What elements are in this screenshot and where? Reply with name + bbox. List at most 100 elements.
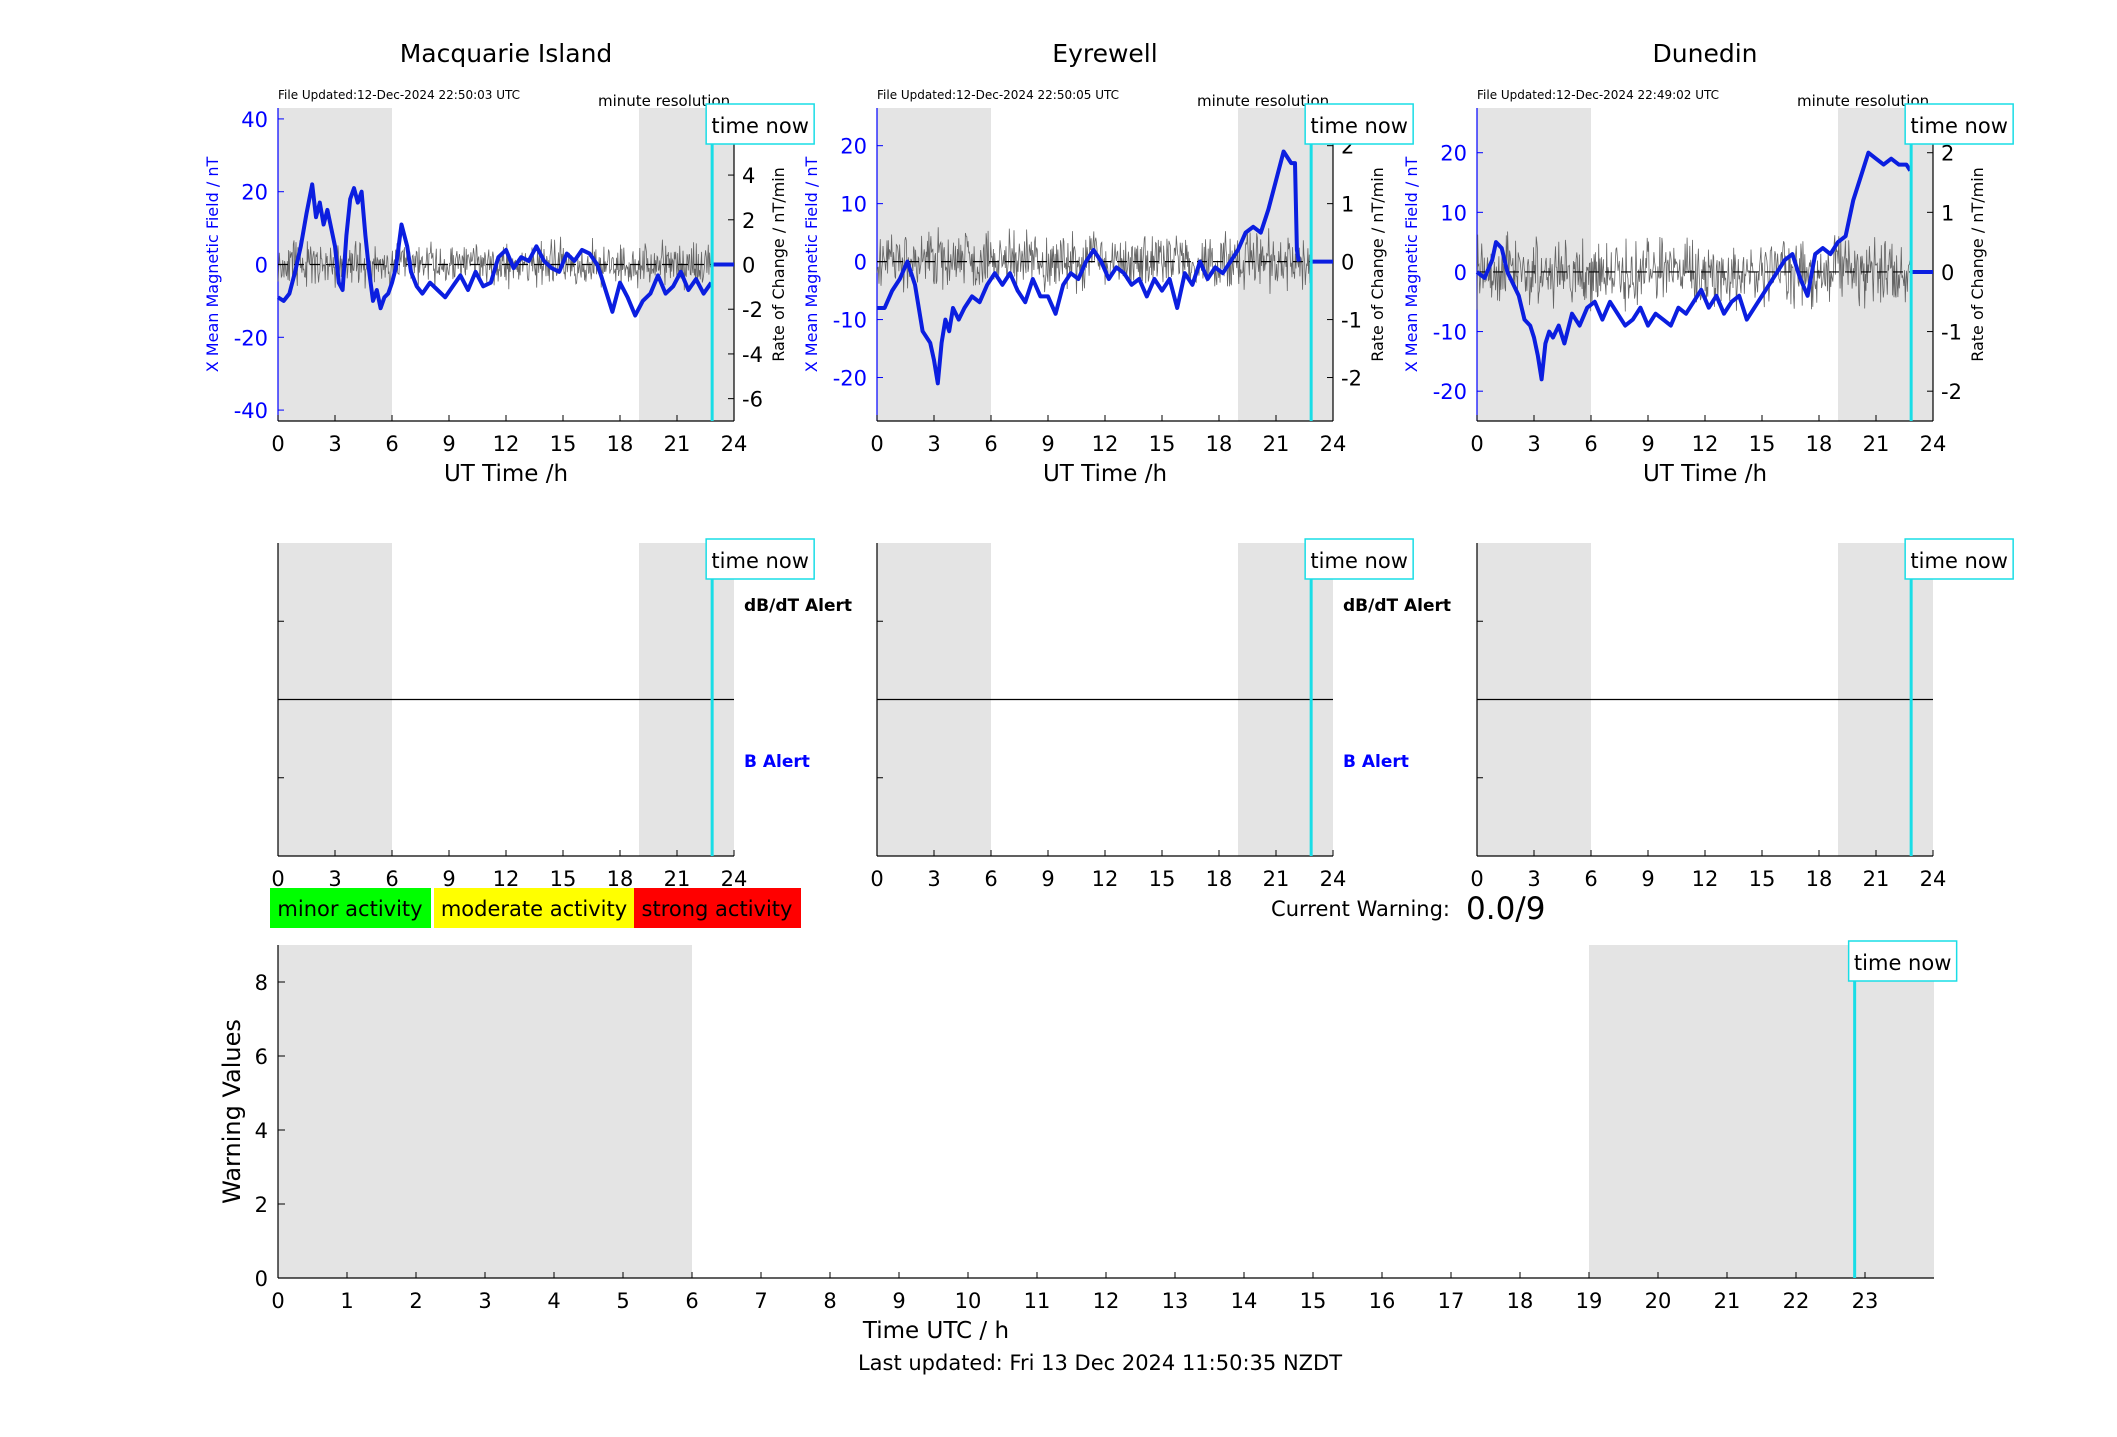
magnetic-field-series: [276, 182, 713, 318]
x-axis-label: UT Time /h: [444, 461, 568, 487]
night-shade-region: [1589, 945, 1934, 1278]
time-now-box: [1904, 538, 2014, 580]
x-tick-label: 9: [892, 1289, 905, 1313]
x-tick-label: 18: [607, 867, 634, 891]
magnetic-field-series: [877, 149, 1301, 386]
x-tick-label: 6: [984, 432, 997, 456]
y2-tick-label: -1: [1341, 309, 1362, 333]
x-tick-label: 5: [616, 1289, 629, 1313]
x-tick-label: 12: [1092, 432, 1119, 456]
x-tick-label: 15: [1149, 867, 1176, 891]
y-tick-label: 6: [255, 1045, 268, 1069]
x-tick-label: 15: [1149, 432, 1176, 456]
y-tick-label: 20: [1440, 142, 1467, 166]
legend-moderate-label: moderate activity: [441, 897, 627, 921]
night-shade-region: [278, 945, 692, 1278]
x-tick-label: 18: [1507, 1289, 1534, 1313]
x-tick-label: 22: [1783, 1289, 1810, 1313]
b-alert-label: B Alert: [744, 752, 810, 772]
time-now-box: [1304, 538, 1414, 580]
minute-resolution-text: minute resolution: [598, 92, 730, 110]
y-tick-label: -10: [833, 309, 867, 333]
x-tick-label: 24: [1320, 867, 1347, 891]
time-now-label: time now: [1854, 951, 1951, 975]
minute-resolution-text: minute resolution: [1797, 92, 1929, 110]
chart-title: Dunedin: [1653, 39, 1758, 68]
y-tick-label: 0: [854, 251, 867, 275]
current-warning-label: Current Warning:: [1271, 897, 1450, 921]
x-tick-label: 3: [478, 1289, 491, 1313]
x-tick-label: 21: [664, 432, 691, 456]
time-now-label: time now: [711, 549, 808, 573]
x-axis-label: UT Time /h: [1643, 461, 1767, 487]
x-axis-label: Time UTC / h: [862, 1318, 1009, 1344]
dbdt-alert-label: dB/dT Alert: [744, 596, 852, 616]
x-tick-label: 18: [1806, 867, 1833, 891]
legend-minor-swatch: [270, 888, 431, 928]
warning-values-chart: 0 1 2 3 4 5 6 7 8 9 10 11 12 13 14 15 16 17 18 19 20 21 22 2302…: [218, 940, 1958, 1344]
x-tick-label: 12: [1692, 867, 1719, 891]
x-tick-label: 24: [1320, 432, 1347, 456]
time-now-box: [1904, 103, 2014, 145]
x-tick-label: 9: [442, 867, 455, 891]
x-axis-label: UT Time /h: [1043, 461, 1167, 487]
x-tick-label: 15: [550, 432, 577, 456]
x-tick-label: 21: [1863, 432, 1890, 456]
y2-tick-label: -6: [742, 388, 763, 412]
activity-legend: minor activity moderate activity strong …: [270, 888, 801, 928]
y2-tick-label: 0: [742, 254, 755, 278]
y-tick-label: 2: [255, 1193, 268, 1217]
time-now-box: [1304, 103, 1414, 145]
x-tick-label: 24: [721, 867, 748, 891]
x-tick-label: 0: [271, 1289, 284, 1313]
dunedin-alert-chart: 0 3 6 9 12 15 18 21 24 time now: [1470, 538, 2014, 891]
y2-tick-label: 4: [742, 164, 755, 188]
x-tick-label: 9: [1041, 432, 1054, 456]
y2-tick-label: -4: [742, 343, 763, 367]
x-tick-label: 9: [1641, 867, 1654, 891]
y2-tick-label: 1: [1941, 201, 1954, 225]
legend-strong-label: strong activity: [642, 897, 793, 921]
y2-axis-label: Rate of Change / nT/min: [1968, 167, 1987, 362]
y2-tick-label: 2: [1941, 142, 1954, 166]
x-tick-label: 15: [1300, 1289, 1327, 1313]
x-tick-label: 8: [823, 1289, 836, 1313]
y2-axis-label: Rate of Change / nT/min: [769, 167, 788, 362]
x-tick-label: 0: [870, 867, 883, 891]
x-tick-label: 0: [1470, 432, 1483, 456]
x-tick-label: 6: [385, 867, 398, 891]
x-tick-label: 12: [493, 432, 520, 456]
legend-minor-label: minor activity: [277, 897, 422, 921]
x-tick-label: 15: [1749, 432, 1776, 456]
time-now-label: time now: [1910, 549, 2007, 573]
y2-tick-label: -2: [1941, 380, 1962, 404]
x-tick-label: 6: [685, 1289, 698, 1313]
y-tick-label: 10: [840, 193, 867, 217]
x-tick-label: 6: [984, 867, 997, 891]
minute-resolution-text: minute resolution: [1197, 92, 1329, 110]
time-now-label: time now: [1310, 549, 1407, 573]
x-tick-label: 21: [664, 867, 691, 891]
y-tick-label: 0: [1454, 261, 1467, 285]
y2-axis-label: Rate of Change / nT/min: [1368, 167, 1387, 362]
time-now-box: [705, 538, 815, 580]
x-tick-label: 15: [550, 867, 577, 891]
x-tick-label: 2: [409, 1289, 422, 1313]
x-tick-label: 4: [547, 1289, 560, 1313]
x-tick-label: 1: [340, 1289, 353, 1313]
legend-strong-swatch: [634, 888, 801, 928]
x-tick-label: 21: [1263, 867, 1290, 891]
y2-tick-label: 0: [1941, 261, 1954, 285]
x-tick-label: 21: [1263, 432, 1290, 456]
y-axis-label: X Mean Magnetic Field / nT: [1402, 157, 1421, 373]
x-tick-label: 24: [1920, 867, 1947, 891]
magnetic-field-series: [1475, 150, 1912, 382]
x-tick-label: 12: [1093, 1289, 1120, 1313]
x-tick-label: 0: [271, 432, 284, 456]
x-tick-label: 0: [271, 867, 284, 891]
chart-title: Macquarie Island: [400, 39, 613, 68]
x-tick-label: 24: [721, 432, 748, 456]
y-axis-label: X Mean Magnetic Field / nT: [802, 157, 821, 373]
y-tick-label: 40: [241, 108, 268, 132]
